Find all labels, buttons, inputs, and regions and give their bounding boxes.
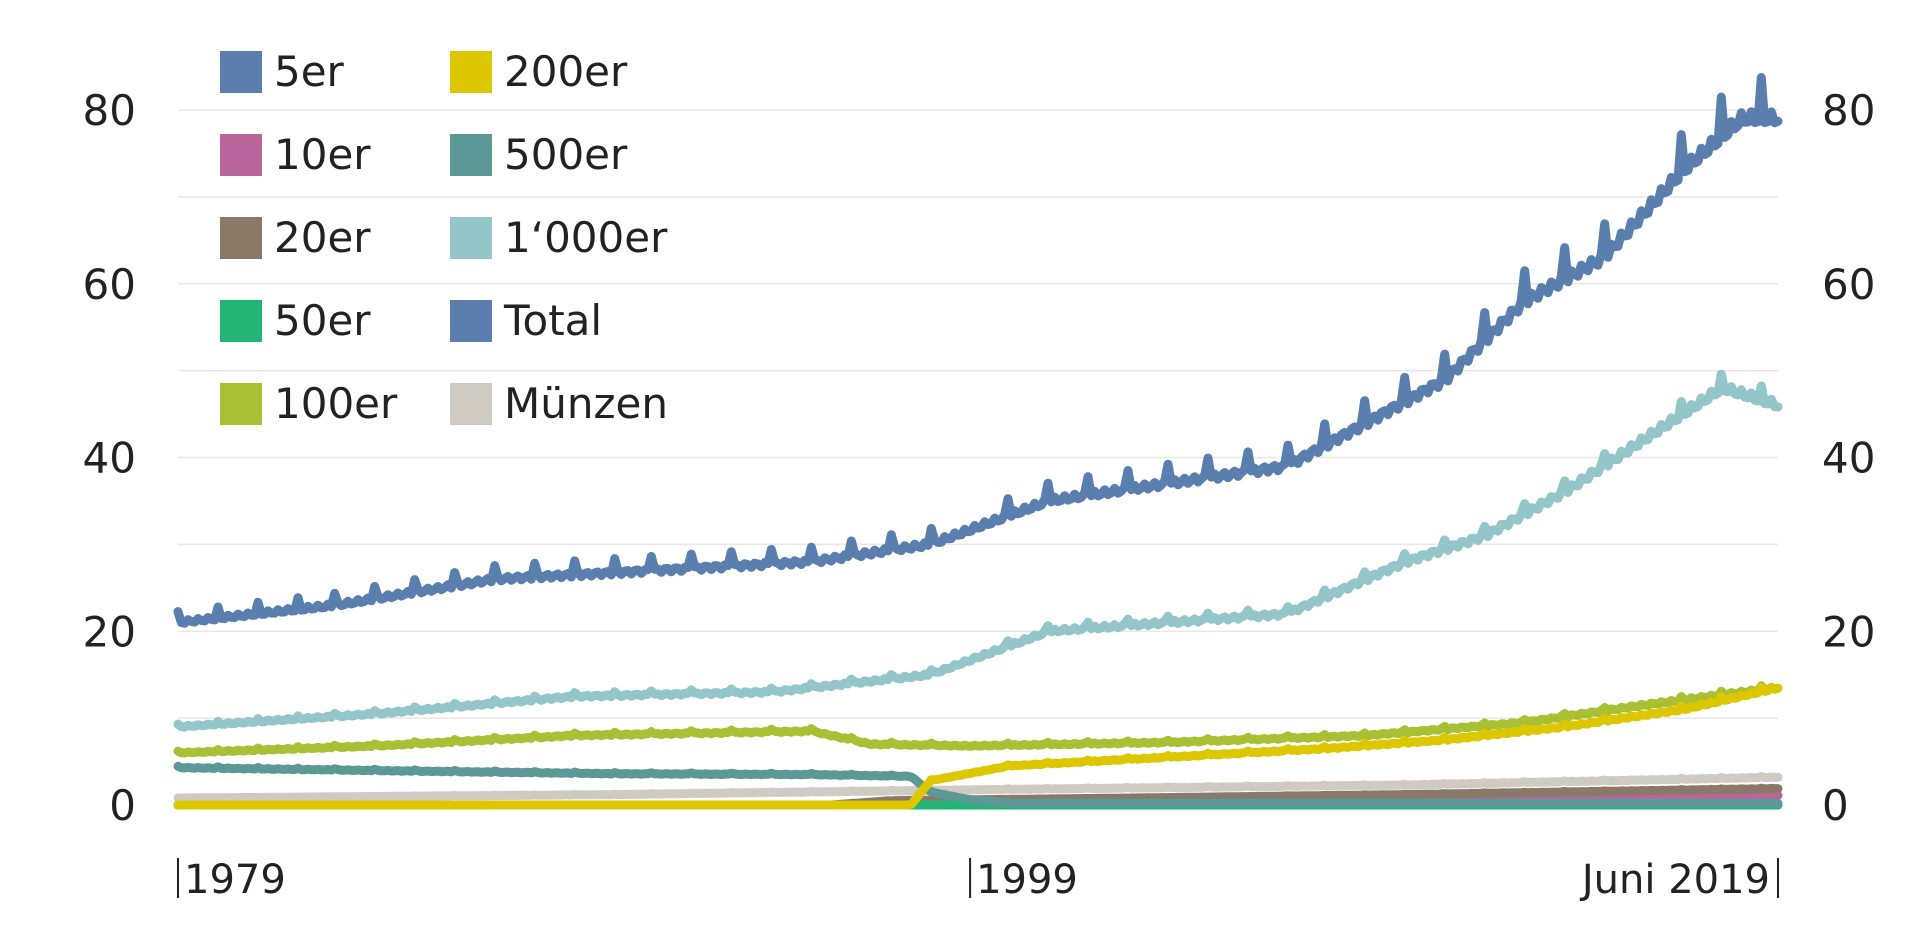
legend-label: Münzen (504, 379, 668, 428)
legend-item: 10er (220, 133, 450, 177)
y-tick-label-right: 80 (1822, 86, 1875, 135)
y-tick-label-right: 40 (1822, 434, 1875, 483)
legend: 5er 200er 10er 500er 20er 1‘000er 50er Total 100… (220, 50, 740, 426)
legend-item: 20er (220, 216, 450, 260)
y-tick-label-left: 20 (83, 607, 136, 656)
legend-swatch (220, 134, 262, 176)
x-tick-label: 1999 (976, 857, 1078, 903)
y-axis-right: 0 20 40 60 80 (1822, 86, 1875, 830)
legend-item: 100er (220, 382, 450, 426)
legend-swatch (450, 217, 492, 259)
legend-item: Münzen (450, 382, 720, 426)
legend-label: Total (504, 296, 603, 345)
series-line-mnzen (173, 772, 1783, 803)
series-line-100er (173, 681, 1783, 758)
legend-swatch (220, 300, 262, 342)
legend-item: 50er (220, 299, 450, 343)
legend-swatch (450, 51, 492, 93)
y-axis-left: 0 20 40 60 80 (83, 86, 136, 830)
legend-swatch (220, 51, 262, 93)
legend-item: Total (450, 299, 720, 343)
legend-label: 100er (274, 379, 398, 428)
x-axis: 1979 1999 Juni 2019 (177, 857, 1779, 903)
y-tick-label-left: 40 (83, 434, 136, 483)
legend-label: 500er (504, 130, 628, 179)
legend-item: 5er (220, 50, 450, 94)
x-tick-label: Juni 2019 (1579, 857, 1770, 903)
legend-swatch (450, 383, 492, 425)
series-line-1000er (173, 369, 1783, 732)
series-lines (173, 73, 1783, 810)
series-line-500er (173, 761, 1783, 808)
y-tick-label-left: 80 (83, 86, 136, 135)
y-tick-label-right: 0 (1822, 781, 1849, 830)
series-line-total (173, 73, 1783, 628)
y-tick-label-left: 0 (109, 781, 136, 830)
series-line-200er (173, 683, 1783, 810)
gridlines (178, 109, 1778, 806)
legend-item: 1‘000er (450, 216, 720, 260)
legend-item: 200er (450, 50, 720, 94)
legend-swatch (220, 217, 262, 259)
legend-label: 1‘000er (504, 213, 668, 262)
legend-swatch (450, 300, 492, 342)
legend-label: 20er (274, 213, 371, 262)
legend-label: 50er (274, 296, 371, 345)
x-tick-label: 1979 (184, 857, 286, 903)
legend-item: 500er (450, 133, 720, 177)
y-tick-label-right: 20 (1822, 607, 1875, 656)
y-tick-label-right: 60 (1822, 260, 1875, 309)
legend-label: 5er (274, 47, 344, 96)
legend-swatch (220, 383, 262, 425)
y-tick-label-left: 60 (83, 260, 136, 309)
legend-label: 10er (274, 130, 371, 179)
legend-label: 200er (504, 47, 628, 96)
legend-swatch (450, 134, 492, 176)
